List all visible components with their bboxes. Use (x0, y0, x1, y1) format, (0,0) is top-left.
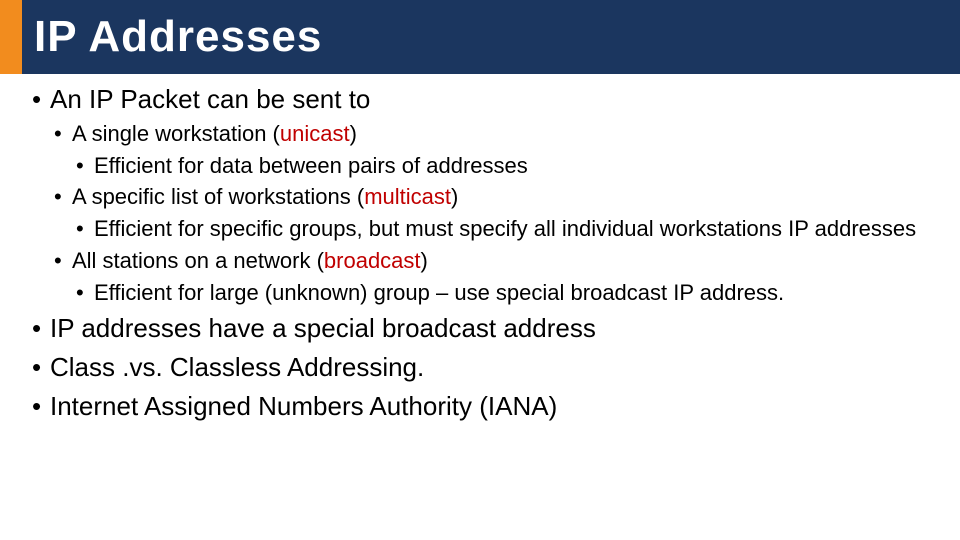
bullet-list-level1: An IP Packet can be sent to A single wor… (28, 82, 932, 425)
bullet-text: Efficient for large (unknown) group – us… (94, 280, 784, 305)
bullet-l2: A single workstation (unicast) Efficient… (50, 119, 932, 180)
slide-content: An IP Packet can be sent to A single wor… (0, 74, 960, 425)
slide-title: IP Addresses (34, 12, 322, 62)
bullet-list-level3: Efficient for specific groups, but must … (72, 214, 932, 244)
slide: IP Addresses An IP Packet can be sent to… (0, 0, 960, 540)
bullet-text: ) (451, 184, 458, 209)
title-accent-bar (0, 0, 22, 74)
bullet-text: A specific list of workstations ( (72, 184, 364, 209)
bullet-l1: An IP Packet can be sent to A single wor… (28, 82, 932, 307)
title-main: IP Addresses (22, 0, 960, 74)
title-bar: IP Addresses (0, 0, 960, 74)
bullet-l1: Class .vs. Classless Addressing. (28, 350, 932, 385)
keyword-unicast: unicast (280, 121, 350, 146)
bullet-l3: Efficient for large (unknown) group – us… (72, 278, 932, 308)
bullet-l2: A specific list of workstations (multica… (50, 182, 932, 243)
bullet-text: Efficient for specific groups, but must … (94, 216, 916, 241)
bullet-l3: Efficient for specific groups, but must … (72, 214, 932, 244)
bullet-text: Class .vs. Classless Addressing. (50, 352, 424, 382)
keyword-broadcast: broadcast (324, 248, 421, 273)
bullet-text: ) (421, 248, 428, 273)
bullet-l3: Efficient for data between pairs of addr… (72, 151, 932, 181)
bullet-text: All stations on a network ( (72, 248, 324, 273)
bullet-l1: IP addresses have a special broadcast ad… (28, 311, 932, 346)
bullet-list-level3: Efficient for large (unknown) group – us… (72, 278, 932, 308)
bullet-text: Efficient for data between pairs of addr… (94, 153, 528, 178)
keyword-multicast: multicast (364, 184, 451, 209)
bullet-text: An IP Packet can be sent to (50, 84, 370, 114)
bullet-text: A single workstation ( (72, 121, 280, 146)
bullet-text: Internet Assigned Numbers Authority (IAN… (50, 391, 557, 421)
bullet-list-level2: A single workstation (unicast) Efficient… (50, 119, 932, 307)
bullet-l2: All stations on a network (broadcast) Ef… (50, 246, 932, 307)
bullet-text: IP addresses have a special broadcast ad… (50, 313, 596, 343)
bullet-l1: Internet Assigned Numbers Authority (IAN… (28, 389, 932, 424)
bullet-text: ) (350, 121, 357, 146)
bullet-list-level3: Efficient for data between pairs of addr… (72, 151, 932, 181)
